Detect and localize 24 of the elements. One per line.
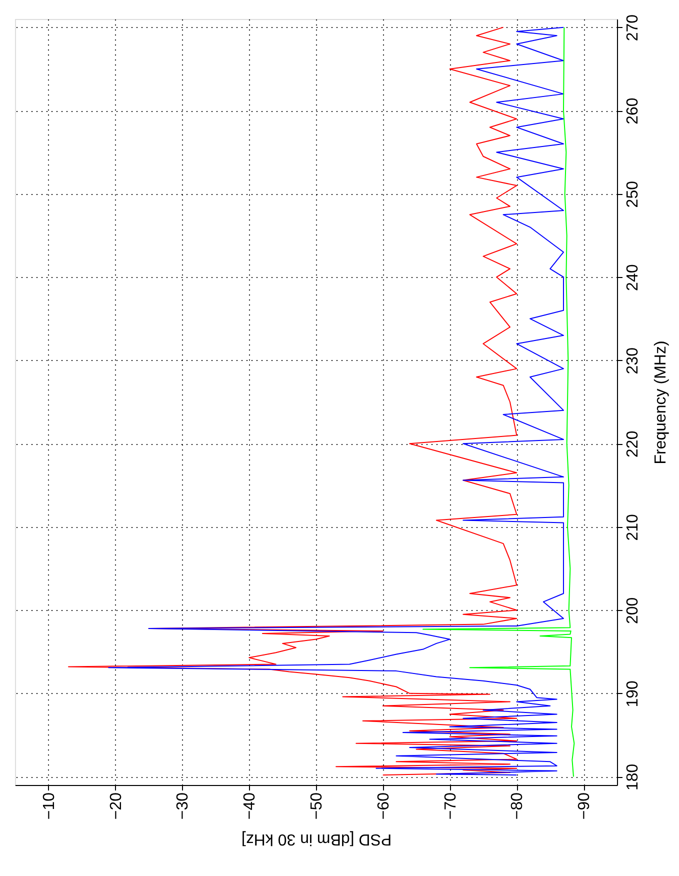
x-tick-label: −80 (509, 792, 526, 820)
x-tick-label: −70 (442, 792, 460, 820)
y-tick-label: 230 (624, 347, 642, 374)
x-tick-label: −10 (40, 792, 58, 820)
y-tick-label: 220 (624, 430, 642, 458)
y-tick-label: 180 (624, 764, 642, 791)
x-tick-label: −20 (108, 792, 125, 820)
x-tick-label: −60 (375, 792, 392, 820)
x-tick-label: −30 (174, 792, 192, 820)
line-series (68, 26, 518, 776)
line-series (108, 26, 564, 776)
y-axis-title: Frequency (MHz) (652, 340, 670, 464)
y-tick-label: 260 (624, 98, 642, 124)
x-tick-label: −40 (242, 792, 259, 820)
y-tick-label: 270 (624, 14, 642, 42)
x-tick-label: −50 (308, 792, 326, 820)
y-tick-label: 190 (624, 680, 642, 708)
x-tick-label: −90 (576, 792, 594, 820)
y-tick-label: 250 (624, 180, 642, 208)
line-series (422, 26, 575, 778)
y-tick-label: 200 (624, 597, 642, 624)
y-tick-label: 240 (624, 264, 642, 291)
y-tick-label: 210 (624, 514, 642, 541)
x-axis-title: PSD [dBm in 30 kHz] (241, 830, 392, 848)
